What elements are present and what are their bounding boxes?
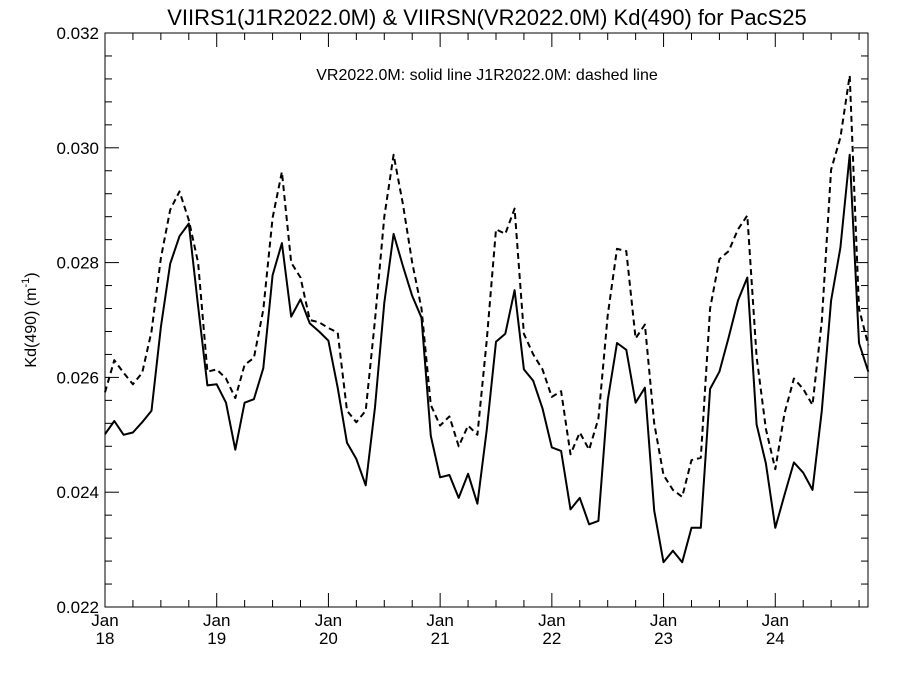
- x-tick-label-month: Jan: [762, 611, 789, 630]
- y-tick-label: 0.026: [56, 368, 99, 387]
- y-tick-label: 0.028: [56, 254, 99, 273]
- plot-area: 0.0220.0240.0260.0280.0300.032Jan18Jan19…: [56, 24, 870, 648]
- x-tick-label-month: Jan: [203, 611, 230, 630]
- y-axis-label-close: ): [23, 272, 40, 277]
- x-tick-label-year: 19: [207, 629, 226, 648]
- x-tick-label-month: Jan: [91, 611, 118, 630]
- x-tick-label-month: Jan: [538, 611, 565, 630]
- y-tick-label: 0.024: [56, 483, 99, 502]
- x-tick-label-year: 24: [766, 629, 785, 648]
- y-tick-label: 0.030: [56, 139, 99, 158]
- y-axis-label-superscript: -1: [20, 278, 32, 288]
- series-line-j1r2022-0m: [104, 74, 870, 498]
- chart-title: VIIRS1(J1R2022.0M) & VIIRSN(VR2022.0M) K…: [167, 5, 807, 30]
- x-tick-label-month: Jan: [426, 611, 453, 630]
- line-style-legend: VR2022.0M: solid line J1R2022.0M: dashed…: [316, 67, 658, 84]
- x-tick-label-year: 23: [654, 629, 673, 648]
- x-tick-label-year: 20: [319, 629, 338, 648]
- series-line-vr2022-0m: [104, 153, 870, 564]
- y-tick-label: 0.022: [56, 598, 99, 617]
- x-tick-label-month: Jan: [650, 611, 677, 630]
- y-axis-label-text: Kd(490) (m: [23, 288, 40, 368]
- x-tick-label-year: 22: [542, 629, 561, 648]
- x-tick-label-month: Jan: [315, 611, 342, 630]
- y-tick-label: 0.032: [56, 24, 99, 43]
- plot-frame: [104, 32, 869, 608]
- x-tick-label-year: 21: [431, 629, 450, 648]
- y-axis-label: Kd(490) (m-1): [20, 272, 40, 367]
- x-tick-label-year: 18: [96, 629, 115, 648]
